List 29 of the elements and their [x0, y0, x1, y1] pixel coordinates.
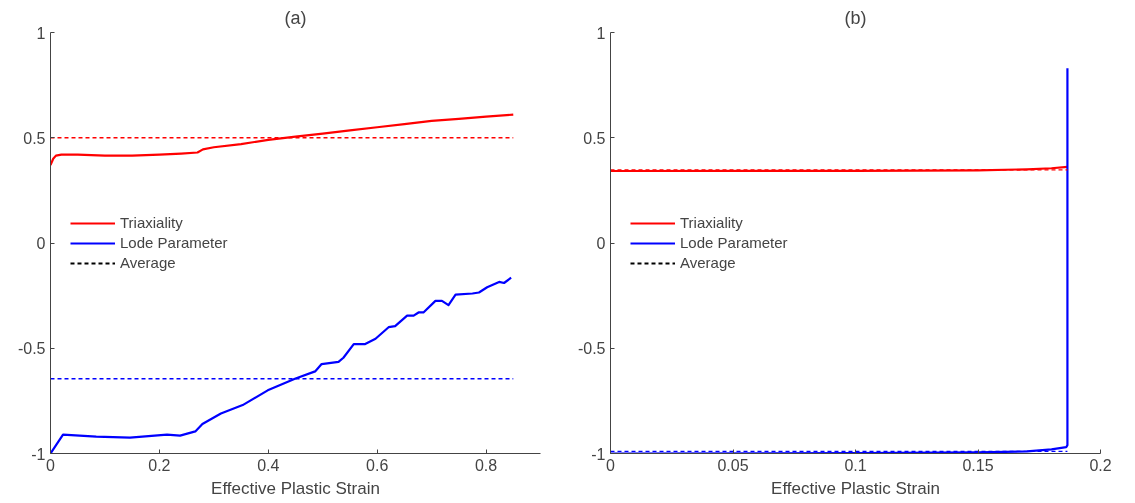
x-tick-label: 0.2	[1089, 456, 1112, 474]
legend-label: Triaxiality	[120, 214, 183, 231]
y-tick-label: 0	[596, 235, 606, 252]
legend-label: Lode Parameter	[680, 234, 788, 251]
y-tick-label: 1	[596, 24, 606, 42]
x-axis-title: Effective Plastic Strain	[771, 478, 940, 498]
chart-title: (a)	[284, 7, 307, 28]
y-tick-label: -0.5	[17, 340, 46, 358]
annotation: Average	[680, 254, 736, 271]
x-tick-label: 0.6	[366, 456, 389, 474]
y-tick-label: -1	[591, 445, 606, 463]
x-tick-label: 0.1	[844, 456, 867, 474]
y-tick-label: 0	[36, 235, 46, 252]
chart-title: (b)	[844, 7, 867, 28]
line-series	[50, 113, 515, 167]
x-tick-label: 0.4	[257, 456, 280, 474]
annotation: Average	[120, 254, 176, 271]
y-tick-label: 1	[36, 24, 46, 42]
x-tick-label: 0.2	[148, 456, 171, 474]
y-tick-label: 0.5	[23, 129, 46, 147]
x-tick-label: 0.05	[717, 456, 749, 474]
y-tick-label: 0.5	[583, 129, 606, 147]
x-tick-label: 0.15	[962, 456, 994, 474]
x-axis-title: Effective Plastic Strain	[211, 478, 380, 498]
y-tick-label: -1	[31, 445, 46, 463]
x-tick-label: 0.8	[474, 456, 498, 474]
y-tick-label: -0.5	[577, 340, 606, 358]
legend-label: Lode Parameter	[120, 234, 228, 251]
legend-label: Triaxiality	[680, 214, 743, 231]
